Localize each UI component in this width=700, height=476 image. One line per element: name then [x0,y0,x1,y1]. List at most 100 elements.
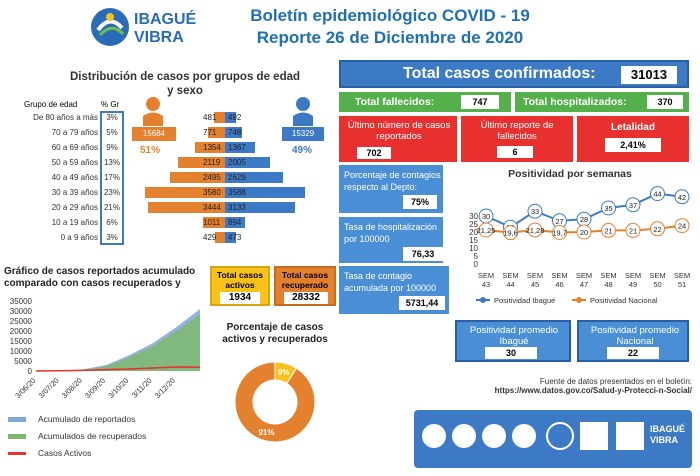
female-bar-label: 1011 [203,218,221,227]
donut-label: 91% [258,428,274,437]
lethality-label: Letalidad [611,122,655,133]
male-bar-label: 3133 [228,203,246,212]
age-group-pct: 23% [103,188,120,197]
male-bar-label: 473 [228,233,242,242]
x-tick-label: 46 [555,280,563,289]
bulletin-title: Boletín epidemiológico COVID - 19 Report… [225,5,555,49]
x-tick-label: SEM [674,271,690,280]
x-tick-label: 48 [604,280,612,289]
age-group-label: 50 a 59 años [51,158,98,167]
x-tick-label: 3/10/20 [106,376,130,400]
x-tick-label: 3/08/20 [60,376,84,400]
age-group-label: 0 a 9 años [60,233,98,242]
confirmed-label: Total casos confirmados: [403,65,596,82]
data-label: 22 [653,225,661,234]
age-group-pct: 3% [106,233,118,242]
female-bar-label: 2119 [203,158,221,167]
female-bar [145,187,225,198]
y-tick-label: 10000 [10,347,33,356]
data-point [576,224,592,240]
lethality-value: 2,41% [605,138,661,152]
y-tick-label: 0 [474,260,479,269]
data-label: 20 [580,228,588,237]
age-group-pct: 6% [106,218,118,227]
legend-swatch-active [8,452,26,456]
x-tick-label: SEM [527,271,543,280]
x-tick-label: SEM [502,271,518,280]
age-group-pct: 13% [103,158,120,167]
x-tick-label: 44 [506,280,514,289]
data-point [601,222,616,238]
female-bar-label: 3444 [203,203,221,212]
x-tick-label: 47 [580,280,588,289]
male-bar-label: 1367 [228,143,246,152]
last-deaths-box: Último reporte de fallecidos 6 [461,116,573,162]
x-tick-label: SEM [600,271,616,280]
female-bar-label: 2495 [203,173,221,182]
positivity-chart: 302520151050SEM43SEM44SEM45SEM46SEM47SEM… [469,186,690,305]
male-bar [225,127,242,138]
data-point [503,225,518,241]
data-label: 21 [629,226,637,235]
female-bar [177,157,225,168]
age-group-label: De 80 años a más [33,113,98,122]
data-label: 19,6 [503,229,518,238]
female-icon [140,96,166,126]
female-bar [207,127,225,138]
source-url[interactable]: https://www.datos.gov.co/Salud-y-Protecc… [494,386,692,395]
avg-ibague-box: Positividad promedio Ibagué 30 [455,320,571,362]
age-group-label: 10 a 19 años [51,218,98,227]
hospitalized-value: 370 [647,95,683,109]
hosp-rate-label: Tasa de hospitalización por 100000 [344,222,438,244]
y-tick-label: 15 [469,236,478,245]
y-tick-label: 0 [28,367,33,376]
male-bar [225,202,295,213]
x-tick-label: SEM [649,271,665,280]
age-group-pct: 3% [106,113,118,122]
avg-ibague-label: Positividad promedio Ibagué [469,325,559,347]
age-group-pct: 17% [103,173,120,182]
confirmed-value: 31013 [621,66,677,84]
data-label: 30 [482,212,490,221]
hosp-rate-box: Tasa de hospitalización por 100000 76,33 [339,217,443,263]
male-bar [225,187,305,198]
title-line-1: Boletín epidemiológico COVID - 19 [250,6,530,25]
data-point [625,222,641,238]
age-group-label: 40 a 49 años [51,173,98,182]
data-point [625,197,641,213]
last-cases-label: Último número de casos reportados [347,120,451,142]
col-pct-header: % Gr [101,100,120,109]
logo-badge-1 [422,424,446,448]
data-point [650,221,665,237]
data-point [650,186,665,202]
recovered-box: Total casos recuperado 28332 [274,266,336,306]
logo-badge-4 [512,424,536,448]
last-cases-value: 702 [357,147,391,159]
age-pyramid: De 80 años a más 3% 481 492 70 a 79 años 5% 77… [0,111,330,247]
last-deaths-value: 6 [497,146,533,158]
active-label: Total casos activos [216,270,264,290]
male-bar-label: 748 [228,128,242,137]
y-tick-label: 25000 [10,317,33,326]
male-bar-label: 492 [228,113,242,122]
x-tick-label: 3/09/20 [83,376,107,400]
legend-active: Casos Activos [38,448,92,458]
male-bar-label: 3588 [228,188,246,197]
recovered-label: Total casos recuperado [281,270,329,290]
donut-label: 9% [278,368,290,377]
x-tick-label: 3/11/20 [130,376,154,400]
source-line1: Fuente de datos presentados en el boletí… [539,377,692,386]
data-point [674,218,690,234]
male-bar-label: 2005 [228,158,246,167]
female-bar [148,202,225,213]
crest-icon [616,422,644,450]
age-group-pct: 21% [103,203,120,212]
x-tick-label: 3/06/20 [13,376,37,400]
x-tick-label: 51 [678,280,686,289]
age-group-label: 20 a 29 años [51,203,98,212]
y-tick-label: 30 [469,212,478,221]
x-tick-label: 3/07/20 [37,376,61,400]
data-label: 21,28 [526,226,545,235]
cum-rate-box: Tasa de contagio acumulada por 100000 57… [339,266,449,314]
contagion-pct-box: Porcentaje de contagios respecto al Dept… [339,165,443,213]
